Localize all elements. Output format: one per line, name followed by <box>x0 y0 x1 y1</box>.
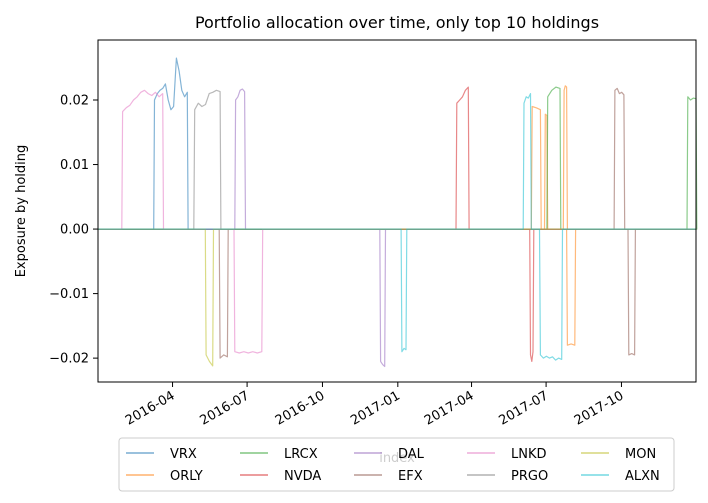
y-axis: −0.02 −0.01 0.00 0.01 0.02 <box>49 94 98 367</box>
y-tick-label: 0.01 <box>60 158 89 173</box>
legend-label-vrx: VRX <box>170 447 197 462</box>
legend-label-lrcx: LRCX <box>284 447 318 462</box>
legend-label-dal: DAL <box>398 447 425 462</box>
legend-label-alxn: ALXN <box>625 469 660 484</box>
series-lines <box>98 57 698 368</box>
legend-label-efx: EFX <box>398 469 423 484</box>
x-tick-label: 2016-10 <box>273 388 328 428</box>
x-tick-label: 2016-04 <box>123 388 178 428</box>
series-line-dal <box>98 88 696 368</box>
legend-label-lnkd: LNKD <box>511 447 547 462</box>
legend-label-orly: ORLY <box>170 469 203 484</box>
legend-label-prgo: PRGO <box>511 469 548 484</box>
series-line-prgo <box>98 89 696 230</box>
legend-label-mon: MON <box>625 447 656 462</box>
x-tick-label: 2017-10 <box>572 388 627 428</box>
series-line-alxn <box>98 93 696 361</box>
legend-label-nvda: NVDA <box>284 469 321 484</box>
y-tick-label: −0.02 <box>49 352 89 367</box>
legend-box <box>118 437 675 492</box>
series-line-efx <box>98 87 696 359</box>
plot-frame <box>97 39 697 383</box>
y-tick-label: 0.00 <box>60 223 89 238</box>
series-line-nvda <box>98 86 696 362</box>
x-tick-label: 2017-07 <box>497 388 552 428</box>
y-tick-label: 0.02 <box>60 94 89 109</box>
series-line-lnkd <box>98 89 696 354</box>
series-line-vrx <box>98 57 696 230</box>
x-tick-label: 2017-04 <box>422 388 477 428</box>
x-tick-label: 2016-07 <box>198 388 253 428</box>
series-line-mon <box>98 228 696 367</box>
legend: VRX ORLY LRCX NVDA DAL EFX LNKD PRGO MON ALXN <box>118 437 675 492</box>
x-tick-label: 2017-01 <box>348 388 403 428</box>
x-axis: 2016-04 2016-07 2016-10 2017-01 2017-04 2017-… <box>123 382 626 429</box>
y-axis-label: Exposure by holding <box>14 145 29 278</box>
chart-title: Portfolio allocation over time, only top… <box>195 13 599 32</box>
y-tick-label: −0.01 <box>49 287 89 302</box>
